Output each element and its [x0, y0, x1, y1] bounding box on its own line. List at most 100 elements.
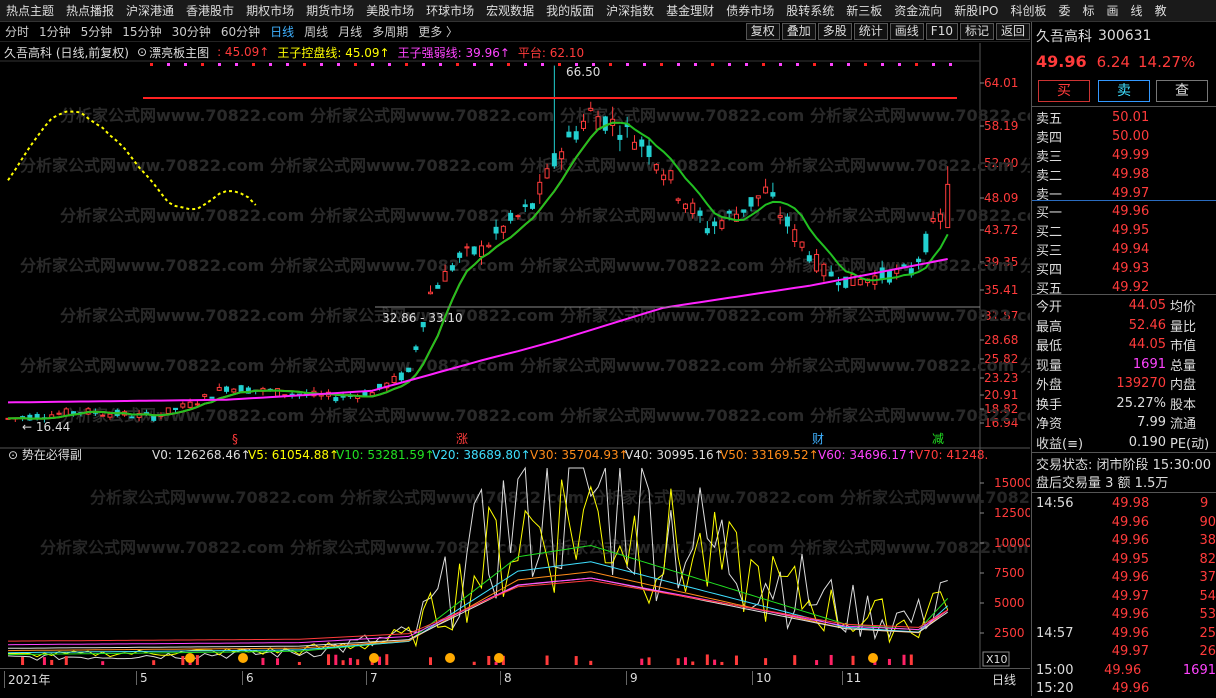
platform-dot [711, 63, 714, 66]
candle-body [238, 385, 244, 393]
menu-item[interactable]: 香港股市 [186, 4, 235, 18]
event-marker[interactable]: 涨 [456, 431, 468, 446]
tool-button[interactable]: 标记 [959, 23, 994, 40]
x-tick-label: 2021年 [4, 671, 51, 688]
period-tab[interactable]: 月线 [338, 25, 363, 39]
level-price: 50.01 [1112, 110, 1150, 125]
menu-item[interactable]: 期货市场 [306, 4, 355, 18]
tool-button[interactable]: 返回 [995, 23, 1030, 40]
menu-item[interactable]: 标 [1082, 4, 1095, 18]
period-tab[interactable]: 多周期 [372, 25, 409, 39]
sub-value-v0: V0: 126268.46↑ [152, 448, 251, 462]
signal-bar [683, 657, 687, 665]
tool-button[interactable]: 画线 [889, 23, 924, 40]
quote-level[interactable]: 卖五 50.01 [1036, 108, 1216, 127]
menu-item[interactable]: 委 [1058, 4, 1071, 18]
stat-row: 外盘 139270 内盘 [1036, 374, 1216, 393]
menu-item[interactable]: 教 [1154, 4, 1167, 18]
tick-volume: 38 [1199, 533, 1216, 548]
quote-level[interactable]: 买五 49.92 [1036, 278, 1216, 297]
sub-indicator-name[interactable]: ⊙ 势在必得副 [8, 447, 82, 462]
menu-item[interactable]: 美股市场 [366, 4, 415, 18]
menu-item[interactable]: 基金理财 [666, 4, 715, 18]
candle-body [857, 278, 863, 286]
platform-dot [575, 63, 578, 66]
signal-bar [378, 656, 382, 665]
quote-level[interactable]: 卖四 50.00 [1036, 127, 1216, 146]
stat-value: 52.46 [1128, 317, 1166, 333]
quote-level[interactable]: 买二 49.95 [1036, 221, 1216, 240]
main-indicator-line: 久吾高科 (日线,前复权) ⊙ 漂亮板主图 : 45.09↑ 王子控盘线: 45… [0, 43, 1030, 61]
signal-icon [868, 653, 878, 663]
menu-item[interactable]: 股转系统 [786, 4, 835, 18]
menu-item[interactable]: 沪深港通 [126, 4, 175, 18]
candle-body [333, 397, 339, 402]
quote-level[interactable]: 买四 49.93 [1036, 259, 1216, 278]
signal-bar [713, 659, 717, 665]
quote-level[interactable]: 买三 49.94 [1036, 240, 1216, 259]
event-marker[interactable]: 减 [932, 432, 944, 446]
buy-button[interactable]: 买 [1038, 80, 1090, 102]
period-tab[interactable]: 更多 〉 [418, 25, 459, 39]
candle-body [566, 131, 572, 138]
menu-item[interactable]: 科创板 [1010, 4, 1047, 18]
period-tab[interactable]: 日线 [270, 25, 295, 39]
platform-dot [558, 63, 561, 66]
stat-row: 现量 1691 总量 [1036, 355, 1216, 374]
menu-item[interactable]: 债券市场 [726, 4, 775, 18]
menu-item[interactable]: 画 [1106, 4, 1119, 18]
candle-body [668, 170, 674, 181]
quote-level[interactable]: 卖三 49.99 [1036, 146, 1216, 165]
period-tab[interactable]: 60分钟 [220, 25, 261, 39]
tool-button[interactable]: 多股 [817, 23, 852, 40]
menu-item[interactable]: 沪深指数 [606, 4, 655, 18]
watermark-text: 分析家公式网www.70822.com [290, 538, 534, 557]
watermark-text: 分析家公式网www.70822.com [20, 356, 264, 375]
period-tab[interactable]: 5分钟 [80, 25, 113, 39]
menu-item[interactable]: 热点主题 [6, 4, 55, 18]
signal-bar [589, 660, 593, 665]
period-tab[interactable]: 1分钟 [39, 25, 71, 39]
sell-button[interactable]: 卖 [1098, 80, 1150, 102]
stat-label-2: 股本 [1170, 397, 1197, 413]
menu-item[interactable]: 环球市场 [426, 4, 475, 18]
candle-body [784, 216, 790, 227]
kline-chart[interactable]: 64.01 58.19 52.90 48.09 43.72 39.35 35.41 31.87… [0, 43, 1030, 668]
sub-value-v40: V40: 30995.16↑ [625, 448, 724, 462]
menu-item[interactable]: 热点播报 [66, 4, 115, 18]
event-marker[interactable]: 财 [812, 432, 824, 446]
menu-item[interactable]: 新股IPO [954, 4, 999, 18]
candle-body [224, 386, 230, 392]
period-tab[interactable]: 周线 [304, 25, 329, 39]
tool-buttons: 复权 叠加 多股 统计 画线 F10 标记 返回 [744, 23, 1030, 40]
chevron-down-icon[interactable]: ⊙ [137, 45, 148, 59]
signal-bar [887, 658, 891, 665]
menu-item[interactable]: 期权市场 [246, 4, 295, 18]
period-tab[interactable]: 15分钟 [122, 25, 162, 39]
platform-dot [694, 63, 697, 66]
tool-button[interactable]: 复权 [745, 23, 780, 40]
indicator-name[interactable]: 漂亮板主图 [149, 45, 210, 60]
vol-v5-line [8, 479, 949, 658]
period-tab[interactable]: 分时 [5, 25, 30, 39]
period-tab[interactable]: 30分钟 [171, 25, 211, 39]
stat-label-2: 市值 [1170, 339, 1197, 354]
candle-body [398, 372, 404, 381]
tool-button[interactable]: 统计 [853, 23, 888, 40]
quote-level[interactable]: 卖一 49.97 [1036, 184, 1216, 203]
tick-volume: 25 [1199, 625, 1216, 641]
menu-item[interactable]: 新三板 [846, 4, 883, 18]
signal-bar [487, 655, 491, 665]
tool-button[interactable]: F10 [925, 23, 958, 40]
menu-item[interactable]: 线 [1130, 4, 1143, 18]
platform-dot [915, 63, 918, 66]
menu-item[interactable]: 资金流向 [894, 4, 943, 18]
event-marker[interactable]: § [232, 432, 238, 446]
quote-level[interactable]: 卖二 49.98 [1036, 165, 1216, 184]
quote-level[interactable]: 买一 49.96 [1036, 202, 1216, 221]
tool-button[interactable]: 叠加 [781, 23, 816, 40]
menu-item[interactable]: 宏观数据 [486, 4, 535, 18]
menu-item[interactable]: 我的版面 [546, 4, 595, 18]
platform-dot [354, 63, 357, 66]
query-button[interactable]: 查 [1156, 80, 1208, 102]
